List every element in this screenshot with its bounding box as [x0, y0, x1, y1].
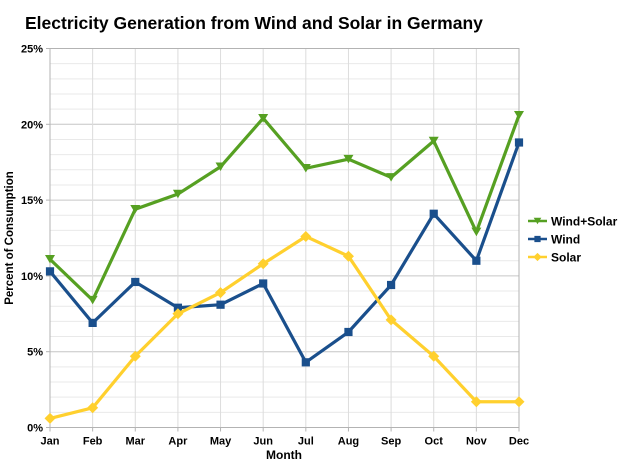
data-point-square — [534, 235, 541, 243]
y-tick-label: 25% — [21, 44, 43, 56]
data-point-diamond — [257, 258, 269, 270]
data-point-triangle — [428, 136, 439, 146]
plot-frame — [49, 48, 520, 428]
x-tick-label: Oct — [425, 436, 444, 448]
data-point-square — [472, 256, 481, 265]
data-point-square — [386, 280, 396, 290]
x-tick-label: Jan — [41, 436, 60, 448]
x-tick-label: Nov — [466, 436, 488, 448]
data-point-triangle — [300, 164, 311, 173]
y-tick-label: 5% — [27, 347, 43, 359]
y-tick-label: 20% — [21, 119, 43, 131]
legend: Wind+Solar Wind Solar — [528, 215, 618, 265]
data-point-square — [259, 279, 268, 288]
data-point-square — [131, 277, 140, 287]
y-tick-label: 10% — [21, 271, 43, 283]
y-axis-title: Percent of Consumption — [4, 171, 16, 305]
data-point-square — [173, 303, 183, 312]
data-point-diamond — [215, 287, 227, 299]
x-tick-label: Mar — [125, 436, 145, 448]
chart-title: Electricity Generation from Wind and Sol… — [25, 13, 483, 33]
series-line — [48, 141, 521, 365]
data-point-triangle — [258, 113, 269, 123]
data-point-triangle — [471, 227, 482, 237]
x-tick-label: May — [210, 436, 232, 448]
x-tick-label: Jun — [253, 436, 273, 448]
data-point-triangle — [514, 110, 524, 120]
data-point-diamond — [513, 396, 525, 408]
axes: 0% 5% 10% 15% 20% 25% Jan Feb Mar Apr May Jun Jul Aug… — [21, 44, 529, 448]
y-tick-label: 15% — [21, 195, 43, 207]
data-point-diamond — [172, 308, 184, 320]
x-axis-title: Month — [266, 448, 302, 462]
legend-label: Solar — [551, 251, 581, 265]
series-wind-solar — [45, 110, 524, 305]
legend-label: Wind — [551, 233, 580, 247]
data-point-square — [344, 327, 353, 337]
data-point-square — [45, 267, 55, 276]
gridlines — [50, 48, 519, 428]
data-point-diamond — [300, 230, 312, 242]
legend-label: Wind+Solar — [551, 215, 618, 229]
data-point-triangle — [87, 295, 98, 305]
data-point-triangle — [45, 254, 55, 264]
x-tick-label: Jul — [298, 436, 314, 448]
data-point-square — [429, 209, 438, 218]
data-point-square — [301, 358, 310, 367]
data-point-triangle — [386, 173, 397, 182]
series-solar — [44, 230, 525, 424]
x-tick-label: Feb — [83, 436, 103, 448]
legend-item-wind: Wind — [528, 233, 580, 247]
data-point-diamond — [385, 314, 397, 326]
data-point-diamond — [428, 350, 440, 362]
x-tick-label: Apr — [168, 436, 188, 448]
x-tick-label: Sep — [381, 436, 401, 448]
data-point-diamond — [342, 250, 354, 262]
data-point-diamond — [44, 412, 56, 424]
legend-item-wind-solar: Wind+Solar — [528, 215, 618, 229]
data-point-diamond — [533, 252, 542, 262]
y-tick-label: 0% — [27, 423, 43, 435]
legend-item-solar: Solar — [528, 251, 581, 265]
data-point-square — [514, 138, 524, 147]
data-point-triangle — [215, 162, 226, 171]
data-point-triangle — [130, 204, 141, 214]
data-point-diamond — [129, 350, 141, 362]
series-line — [49, 234, 519, 420]
data-point-square — [216, 300, 225, 309]
data-point-triangle — [343, 154, 354, 164]
data-point-triangle — [533, 217, 542, 225]
series-wind — [45, 138, 524, 367]
x-tick-label: Dec — [509, 436, 529, 448]
series-line — [48, 114, 521, 303]
data-point-diamond — [470, 396, 482, 408]
data-point-square — [88, 318, 97, 327]
plot-series — [44, 110, 525, 424]
x-tick-label: Aug — [338, 436, 359, 448]
data-point-diamond — [87, 402, 99, 414]
data-point-triangle — [172, 189, 183, 199]
